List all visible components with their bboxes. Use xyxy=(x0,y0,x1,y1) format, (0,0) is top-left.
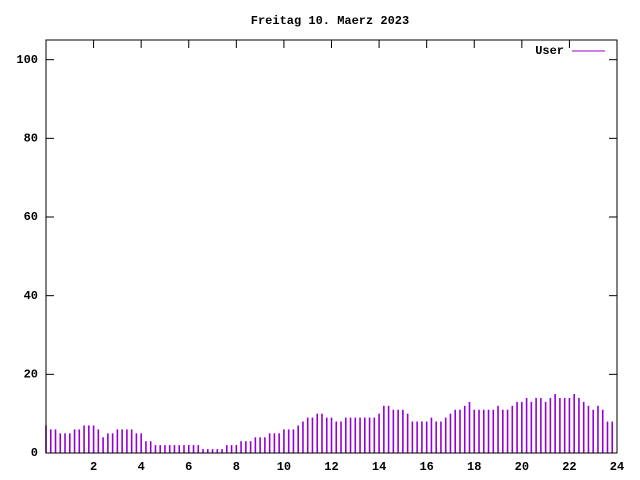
x-tick-label: 12 xyxy=(324,460,338,474)
x-tick-label: 14 xyxy=(372,460,386,474)
x-tick-label: 16 xyxy=(419,460,433,474)
x-tick-label: 22 xyxy=(562,460,576,474)
x-tick-label: 2 xyxy=(90,460,97,474)
x-tick-label: 10 xyxy=(277,460,291,474)
y-tick-label: 0 xyxy=(31,446,38,460)
x-tick-label: 4 xyxy=(138,460,145,474)
legend-label: User xyxy=(535,44,564,58)
x-tick-label: 18 xyxy=(467,460,481,474)
x-tick-label: 24 xyxy=(610,460,624,474)
y-tick-label: 60 xyxy=(24,210,38,224)
x-tick-label: 8 xyxy=(233,460,240,474)
x-tick-label: 20 xyxy=(515,460,529,474)
chart-title: Freitag 10. Maerz 2023 xyxy=(251,14,409,28)
plot-border xyxy=(45,39,618,454)
y-tick-label: 20 xyxy=(24,368,38,382)
y-tick-label: 40 xyxy=(24,289,38,303)
y-tick-label: 80 xyxy=(24,132,38,146)
x-tick-label: 6 xyxy=(185,460,192,474)
y-tick-label: 100 xyxy=(16,53,38,67)
